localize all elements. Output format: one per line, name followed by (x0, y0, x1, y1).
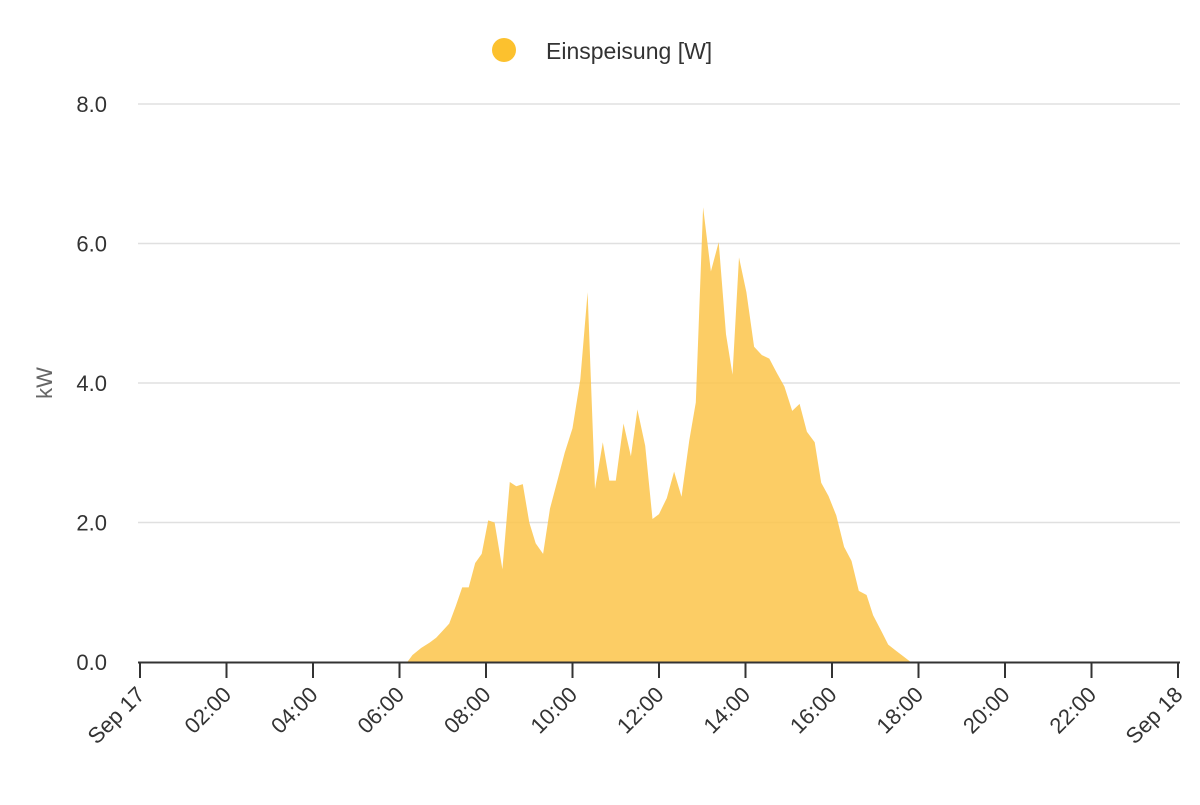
area-series (407, 207, 911, 662)
grid (138, 103, 1180, 524)
x-tick-label: Sep 18 (1121, 682, 1188, 749)
x-tick-label: 22:00 (1044, 682, 1101, 739)
y-tick-label: 4.0 (76, 371, 107, 396)
y-tick-label: 2.0 (76, 511, 107, 536)
x-tick-label: 20:00 (958, 682, 1015, 739)
x-tick-label: 16:00 (785, 682, 842, 739)
x-axis: Sep 17 02:00 04:00 06:00 08:00 10:00 12:00 14:0… (83, 661, 1188, 749)
x-tick-label: 04:00 (266, 682, 323, 739)
y-tick-label: 6.0 (76, 232, 107, 257)
x-tick-label: 18:00 (871, 682, 928, 739)
y-axis: 0.0 2.0 4.0 6.0 8.0 (76, 92, 107, 675)
legend-label[interactable]: Einspeisung [W] (546, 38, 712, 64)
y-tick-label: 8.0 (76, 92, 107, 117)
x-tick-label: 14:00 (698, 682, 755, 739)
y-axis-title: kW (32, 367, 57, 399)
area-series-path[interactable] (407, 207, 911, 662)
x-tick-label: 12:00 (612, 682, 669, 739)
x-tick-label: Sep 17 (83, 682, 150, 749)
legend-marker-icon[interactable] (492, 38, 516, 62)
x-tick-label: 08:00 (439, 682, 496, 739)
x-tick-label: 06:00 (352, 682, 409, 739)
x-tick-label: 02:00 (179, 682, 236, 739)
legend[interactable]: Einspeisung [W] (492, 38, 712, 64)
y-tick-label: 0.0 (76, 650, 107, 675)
x-tick-label: 10:00 (525, 682, 582, 739)
